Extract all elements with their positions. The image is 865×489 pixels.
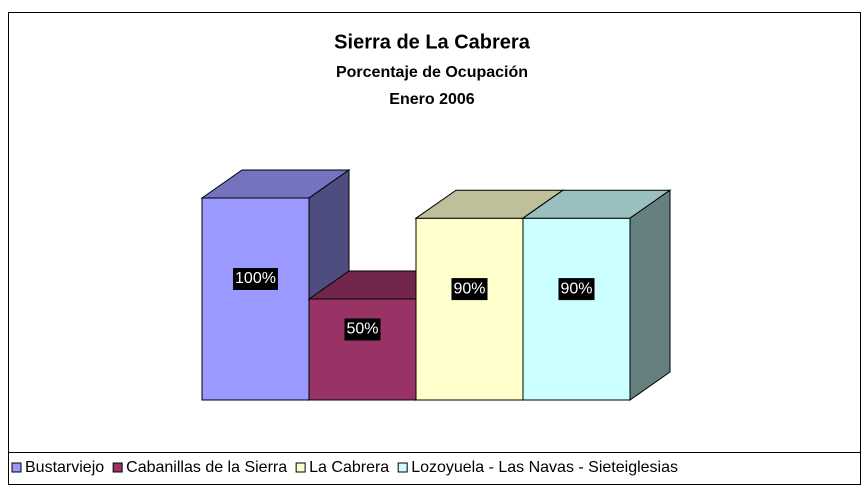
chart-subtitle: Porcentaje de Ocupación <box>336 64 528 81</box>
value-label-bg <box>558 278 595 301</box>
legend-marker <box>295 462 306 473</box>
chart-subtitle: Enero 2006 <box>389 91 474 108</box>
value-label-bg <box>233 268 278 290</box>
bar-front <box>201 197 310 401</box>
value-label-bg <box>344 318 381 341</box>
bar-side <box>629 189 671 401</box>
legend-label: La Cabrera <box>309 459 389 476</box>
value-label: 90% <box>560 280 592 297</box>
value-label: 100% <box>235 270 276 287</box>
bar-front <box>522 217 631 401</box>
legend-label: Lozoyuela - Las Navas - Sieteiglesias <box>411 459 678 476</box>
legend-marker <box>11 462 22 473</box>
legend-marker <box>397 462 408 473</box>
value-label-bg <box>451 278 488 301</box>
legend-marker <box>112 462 123 473</box>
bar-front <box>308 298 417 401</box>
legend-label: Bustarviejo <box>25 459 104 476</box>
legend-label: Cabanillas de la Sierra <box>126 459 287 476</box>
chart-title: Sierra de La Cabrera <box>334 31 531 53</box>
value-label: 50% <box>346 321 378 338</box>
bar-front <box>415 217 524 401</box>
value-label: 90% <box>453 280 485 297</box>
